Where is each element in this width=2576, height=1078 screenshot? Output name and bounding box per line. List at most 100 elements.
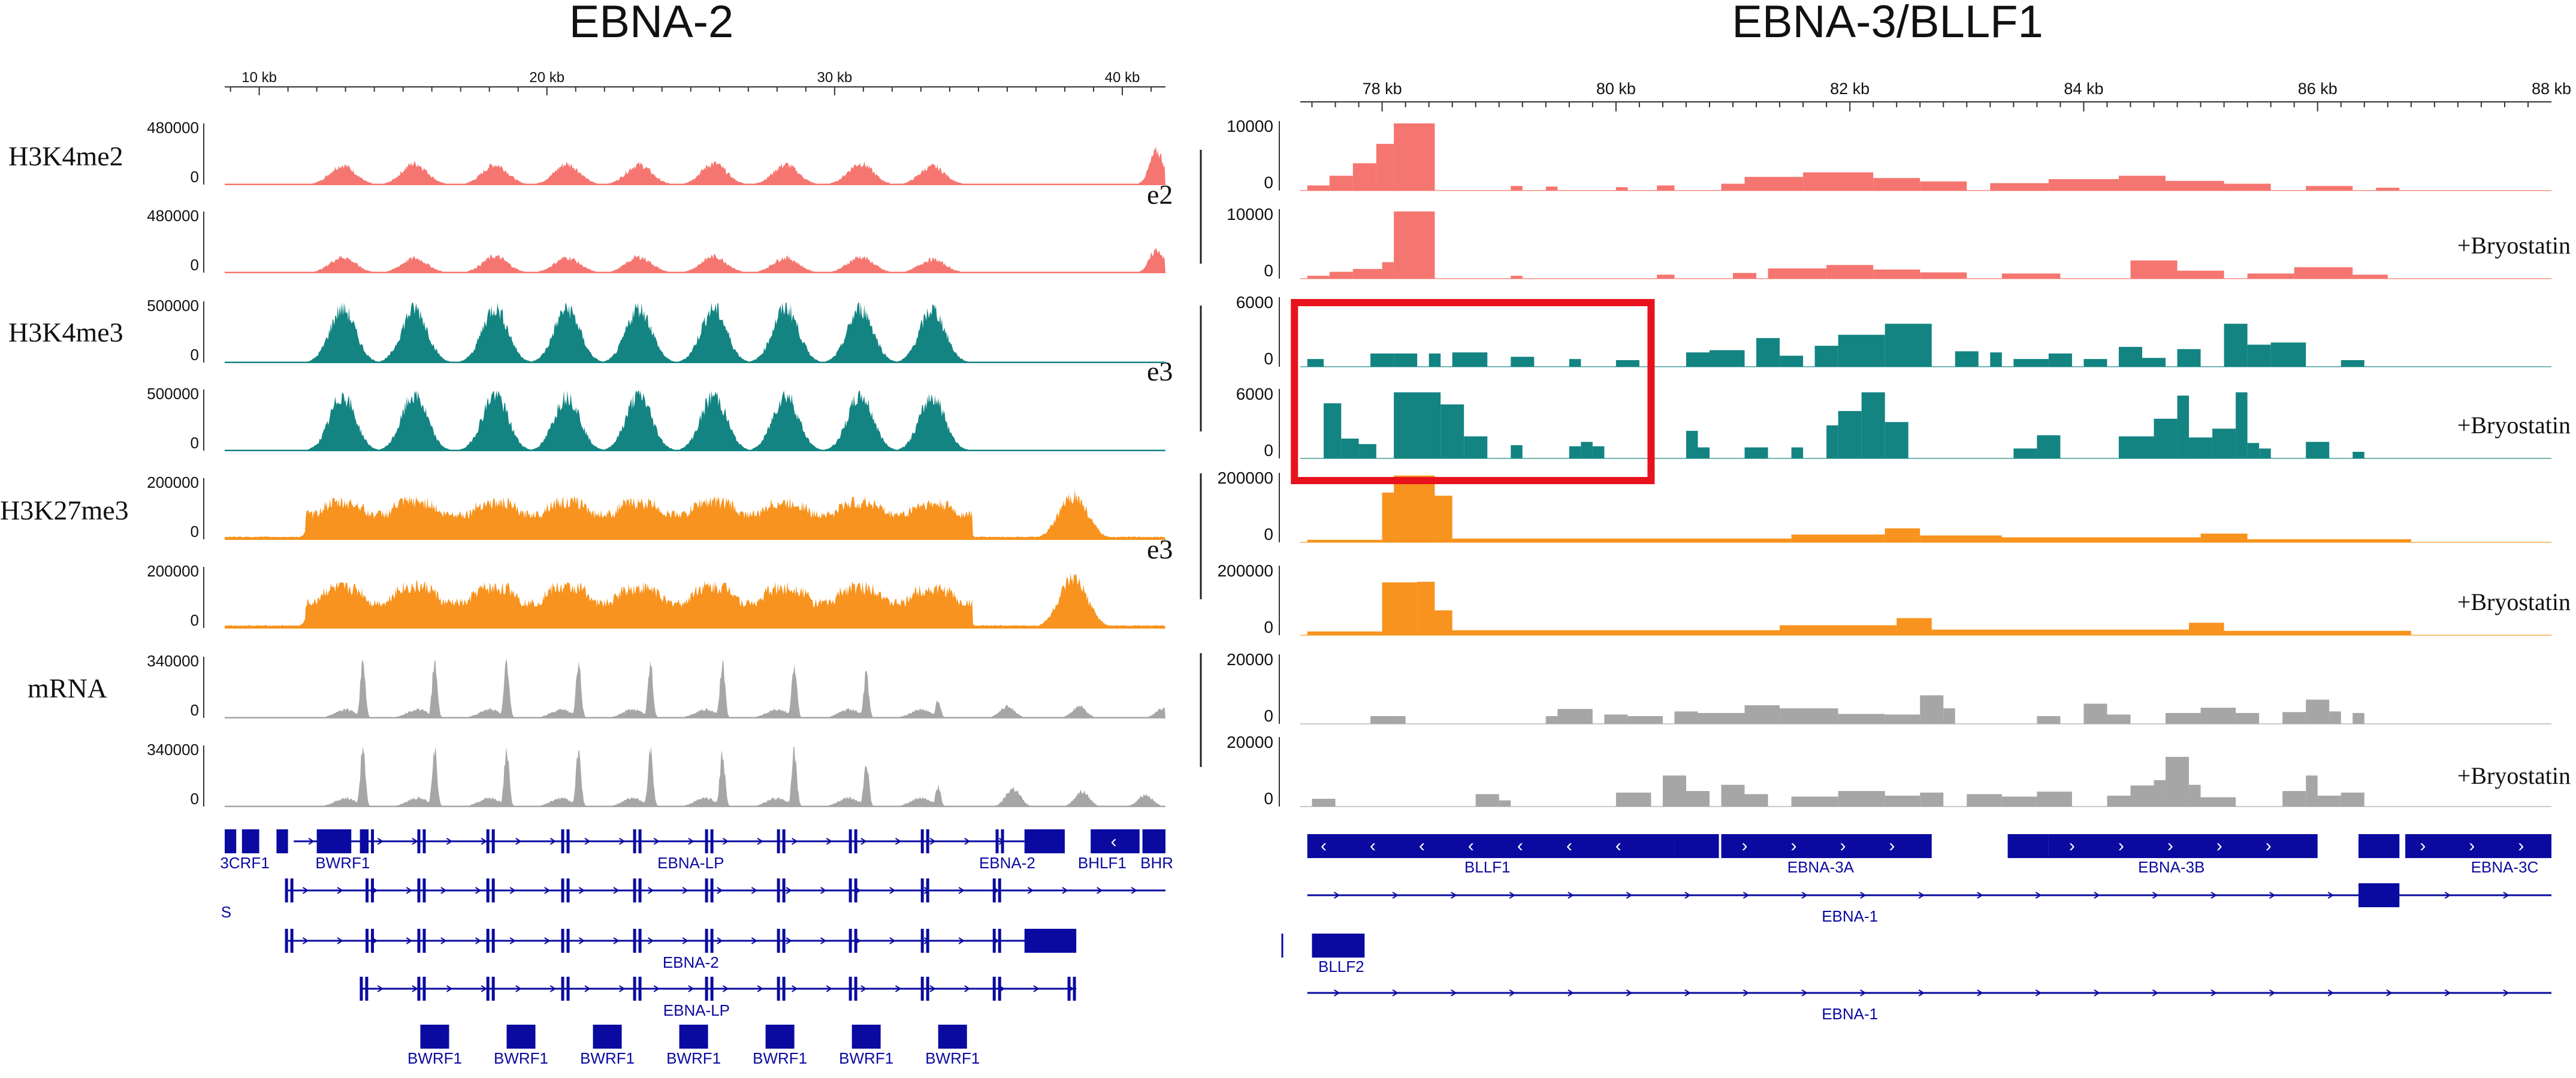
gene-block bbox=[1721, 834, 1932, 858]
strand-arrow bbox=[751, 887, 758, 894]
data-bin bbox=[2177, 395, 2190, 458]
exon-mark bbox=[561, 929, 564, 953]
condition-label: +Bryostatin bbox=[2457, 762, 2571, 789]
strand-arrow bbox=[2152, 892, 2159, 899]
data-bin bbox=[1307, 185, 1330, 191]
y-max-label: 20000 bbox=[1227, 733, 1273, 751]
data-bin bbox=[2329, 711, 2341, 724]
data-bin bbox=[1885, 528, 1920, 542]
data-bin bbox=[1780, 355, 1804, 367]
exon-mark bbox=[366, 878, 369, 902]
strand-chevron: › bbox=[2518, 836, 2524, 856]
exon-mark bbox=[782, 878, 786, 902]
strand-arrow bbox=[1392, 989, 1399, 997]
y-min-label: 0 bbox=[191, 434, 199, 452]
data-bin bbox=[1826, 425, 1838, 458]
data-bin bbox=[1615, 360, 1639, 367]
strand-arrow bbox=[792, 838, 798, 845]
exon-mark bbox=[710, 878, 714, 902]
data-bin bbox=[1511, 186, 1523, 191]
data-bin bbox=[1733, 273, 1757, 279]
data-bin bbox=[2037, 716, 2061, 724]
strand-arrow bbox=[792, 985, 798, 992]
exon-mark bbox=[992, 977, 996, 1001]
strand-arrow bbox=[820, 937, 827, 944]
data-bin bbox=[2200, 533, 2248, 542]
y-min-label: 0 bbox=[191, 168, 199, 186]
exon-mark bbox=[491, 878, 495, 902]
data-bin bbox=[2142, 358, 2166, 367]
gene-label: EBNA-LP bbox=[657, 854, 724, 872]
data-bin bbox=[1440, 404, 1464, 458]
gene-block bbox=[2007, 834, 2049, 858]
gene-label: S bbox=[221, 903, 231, 921]
data-bin bbox=[2189, 623, 2224, 635]
y-max-label: 480000 bbox=[147, 207, 199, 225]
data-bin bbox=[1370, 716, 1394, 724]
data-bin bbox=[2259, 448, 2271, 458]
exon-mark bbox=[491, 929, 495, 953]
strand-arrow bbox=[958, 887, 965, 894]
exon-mark bbox=[992, 878, 996, 902]
data-bin bbox=[1698, 712, 1745, 724]
gene-block bbox=[316, 829, 352, 853]
data-bin bbox=[1709, 350, 1745, 367]
y-min-label: 0 bbox=[1264, 173, 1273, 192]
exon-mark bbox=[417, 977, 421, 1001]
strand-chevron: › bbox=[2469, 836, 2475, 856]
data-bin bbox=[2189, 784, 2201, 807]
y-min-label: 0 bbox=[191, 256, 199, 274]
strand-arrow bbox=[481, 985, 487, 992]
strand-arrow bbox=[826, 985, 833, 992]
exon-mark bbox=[777, 977, 780, 1001]
data-bin bbox=[1756, 338, 1780, 367]
exon-mark bbox=[777, 878, 780, 902]
gene-label: BWRF1 bbox=[494, 1049, 548, 1067]
x-tick-label: 86 kb bbox=[2298, 80, 2338, 98]
data-bin bbox=[1920, 695, 1944, 724]
strand-arrow bbox=[544, 937, 551, 944]
data-bin bbox=[2224, 630, 2411, 635]
x-tick-label: 20 kb bbox=[529, 70, 564, 86]
y-max-label: 10000 bbox=[1227, 205, 1273, 224]
exon-mark bbox=[486, 929, 490, 953]
data-bin bbox=[1744, 447, 1768, 458]
y-max-label: 340000 bbox=[147, 741, 199, 759]
strand-chevron: › bbox=[2118, 836, 2124, 856]
data-bin bbox=[2154, 418, 2178, 458]
strand-arrow bbox=[509, 887, 517, 894]
gene-label: BLLF1 bbox=[1464, 858, 1511, 876]
strand-arrow bbox=[820, 887, 827, 894]
data-bin bbox=[2306, 699, 2330, 724]
exon-mark bbox=[417, 829, 421, 853]
gene-label: BWRF1 bbox=[580, 1049, 635, 1067]
strand-arrow bbox=[648, 887, 654, 894]
exon-mark bbox=[491, 829, 495, 853]
gene-label: EBNA-3B bbox=[2138, 858, 2204, 876]
gene-block bbox=[420, 1025, 449, 1049]
data-bin bbox=[1838, 334, 1885, 367]
data-bin bbox=[2107, 714, 2131, 724]
strand-arrow bbox=[2210, 989, 2217, 997]
strand-arrow bbox=[446, 985, 453, 992]
data-bin bbox=[1920, 272, 1967, 279]
exon-mark bbox=[848, 829, 852, 853]
gene-block bbox=[1307, 834, 1675, 858]
y-max-label: 200000 bbox=[147, 562, 199, 580]
strand-chevron: ‹ bbox=[1370, 836, 1376, 856]
strand-arrow bbox=[1062, 887, 1068, 894]
strand-arrow bbox=[717, 887, 723, 894]
data-bin bbox=[1394, 716, 1406, 724]
strand-chevron: › bbox=[2069, 836, 2075, 856]
data-bin bbox=[1452, 538, 1792, 542]
gene-label: BWRF1 bbox=[315, 854, 370, 872]
row-label-h3k4me2: H3K4me2 bbox=[8, 141, 123, 171]
strand-arrow bbox=[929, 838, 936, 845]
strand-chevron: › bbox=[1889, 836, 1895, 856]
exon-mark bbox=[848, 878, 852, 902]
gene-label: EBNA-LP bbox=[663, 1001, 730, 1019]
y-min-label: 0 bbox=[191, 346, 199, 364]
exon-mark bbox=[633, 878, 636, 902]
strand-arrow bbox=[377, 985, 384, 992]
data-bin bbox=[1511, 357, 1535, 367]
